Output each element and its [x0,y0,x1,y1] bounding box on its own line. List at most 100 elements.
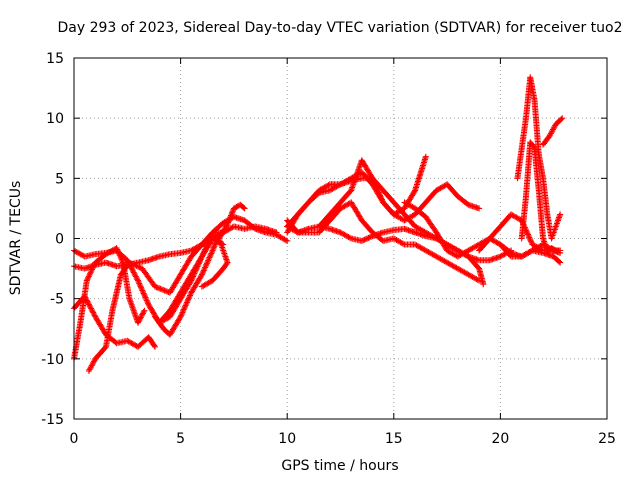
data-point-marker [227,213,234,220]
data-point-marker [198,272,205,279]
data-point-marker [346,234,353,241]
data-point-marker [86,272,93,279]
data-point-marker [209,247,216,254]
data-point-marker [85,301,92,308]
data-point-marker [230,205,237,212]
data-point-marker [140,290,147,297]
data-point-marker [130,269,137,276]
data-point-marker [137,315,144,322]
y-tick-label: -10 [41,352,64,368]
data-point-marker [143,296,150,302]
data-point-marker [85,273,92,280]
data-point-marker [178,310,185,317]
data-point-marker [557,249,564,256]
data-point-marker [376,190,383,197]
data-point-marker [152,283,158,290]
data-point-marker [474,276,481,283]
data-point-marker [84,298,91,305]
data-point-marker [207,251,214,258]
y-tick-label: 10 [46,111,64,127]
data-point-marker [210,244,217,251]
data-point-marker [140,309,147,315]
data-point-marker [558,116,565,123]
y-axis-label: SDTVAR / TECUs [8,181,24,296]
data-point-marker [361,236,368,243]
data-point-marker [547,130,554,137]
y-tick-label: -5 [50,292,64,308]
data-point-marker [137,283,144,290]
y-tick-label: 15 [46,51,64,67]
data-point-marker [375,189,382,196]
data-point-marker [138,286,145,293]
axis-ticks: 0 5 10 15 20 25 -15 -10 -5 0 5 10 15 [41,51,616,447]
data-point-marker [83,277,90,284]
series-track-m [284,199,483,284]
data-point-marker [411,188,418,195]
data-point-marker [525,231,531,238]
data-point-marker [525,233,532,239]
data-point-marker [549,127,556,134]
data-point-marker [89,361,96,368]
data-point-marker [364,235,371,242]
data-point-marker [273,229,280,236]
data-point-marker [202,263,209,270]
series-track-q [518,139,564,254]
data-point-marker [182,303,188,310]
data-point-marker [88,363,95,370]
data-point-marker [293,228,300,235]
data-point-marker [84,276,91,283]
data-point-marker [369,175,376,182]
data-point-marker [362,236,369,243]
data-point-marker [228,211,235,218]
data-point-marker [372,181,378,187]
data-point-marker [88,306,95,313]
data-point-marker [527,237,534,244]
data-point-marker [178,312,185,319]
data-point-marker [90,311,97,317]
data-point-marker [139,311,146,318]
data-point-marker [139,287,146,294]
data-point-marker [186,293,193,300]
data-point-marker [185,295,192,302]
chart-title: Day 293 of 2023, Sidereal Day-to-day VTE… [57,20,622,36]
data-point-marker [187,292,193,299]
data-point-marker [480,281,487,288]
data-point-marker [125,258,131,265]
data-point-marker [157,285,164,292]
data-point-marker [136,317,143,324]
data-point-marker [368,174,375,180]
data-point-marker [88,305,95,312]
x-tick-label: 20 [491,431,509,447]
data-point-marker [524,230,531,237]
data-point-marker [138,313,145,319]
data-point-marker [464,200,471,207]
data-point-marker [374,186,381,193]
data-point-marker [177,313,184,320]
data-point-marker [240,204,247,211]
x-tick-label: 0 [70,431,79,447]
data-point-marker [135,279,142,285]
data-point-marker [125,259,132,266]
data-point-marker [199,270,206,277]
data-point-marker [200,268,207,275]
data-point-marker [141,307,148,314]
data-point-marker [144,298,151,305]
data-point-marker [372,182,379,189]
data-point-marker [548,129,555,136]
data-point-marker [557,211,564,218]
data-point-marker [90,359,97,366]
data-point-marker [85,367,92,374]
data-point-marker [141,291,148,298]
data-point-marker [179,309,186,316]
data-point-marker [375,188,382,195]
data-point-marker [203,261,210,268]
data-point-marker [180,306,187,313]
data-point-marker [371,179,378,186]
data-point-marker [526,235,533,242]
data-point-marker [551,123,558,130]
data-point-marker [132,273,139,280]
data-point-marker [136,281,143,288]
data-point-marker [85,300,92,307]
data-point-marker [90,309,97,316]
